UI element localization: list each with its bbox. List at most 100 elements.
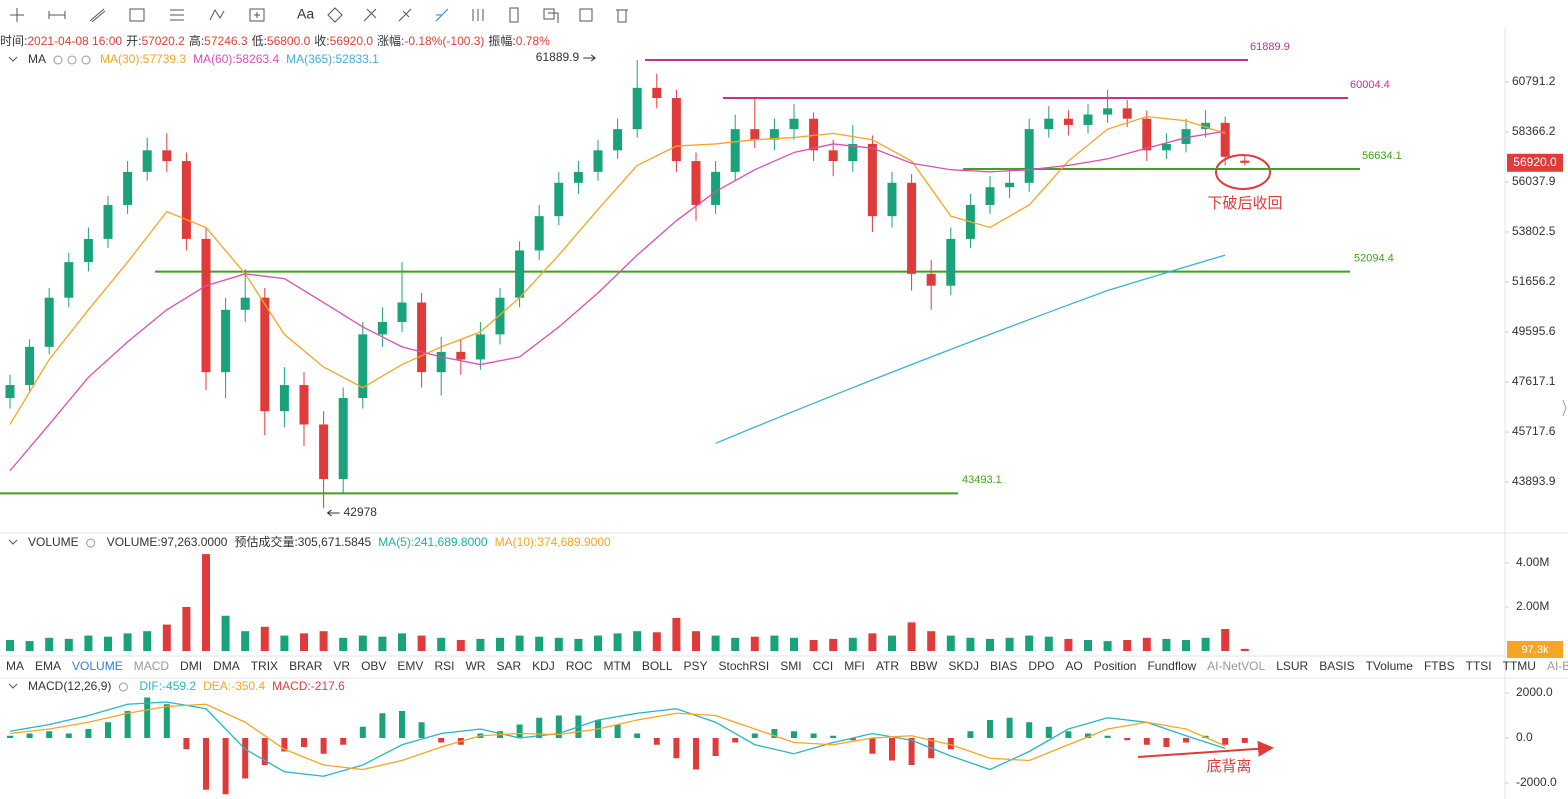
indicator-tab[interactable]: Position — [1094, 659, 1137, 673]
text-tool[interactable]: Aa — [297, 6, 314, 22]
macd-bar — [320, 737, 327, 754]
macd-bar — [46, 731, 53, 738]
panel-title: VOLUME — [28, 535, 79, 549]
indicator-tab[interactable]: AO — [1065, 659, 1082, 673]
indicator-tab[interactable]: BIAS — [990, 659, 1017, 673]
volume-tag — [1507, 641, 1563, 658]
indicator-tab[interactable]: LSUR — [1276, 659, 1308, 673]
indicator-tab[interactable]: BRAR — [289, 659, 323, 673]
toolbar-icon[interactable] — [10, 8, 24, 22]
indicator-tab[interactable]: KDJ — [532, 659, 555, 673]
toolbar-icon[interactable] — [472, 9, 484, 21]
indicator-tab[interactable]: DMI — [180, 659, 202, 673]
toolbar-icon[interactable] — [363, 8, 377, 22]
toolbar-icon[interactable] — [89, 8, 106, 23]
macd-bar — [85, 728, 92, 738]
indicator-tab[interactable]: EMA — [35, 659, 61, 673]
candle-body — [103, 204, 113, 239]
indicator-tab[interactable]: DPO — [1028, 659, 1054, 673]
indicator-tab[interactable]: ROC — [566, 659, 593, 673]
indicator-tab[interactable]: MACD — [134, 659, 170, 673]
toolbar-icon[interactable] — [398, 8, 412, 22]
legend-icon[interactable] — [118, 682, 128, 692]
macd-bar — [222, 737, 229, 795]
indicator-tab[interactable]: AI-NetVOL — [1207, 659, 1265, 673]
indicator-tab[interactable]: SKDJ — [948, 659, 979, 673]
indicator-tab[interactable]: CCI — [813, 659, 834, 673]
indicator-tab[interactable]: PSY — [684, 659, 708, 673]
macd-bar — [555, 715, 562, 738]
candle-body — [181, 161, 191, 239]
scroll-handle[interactable] — [1562, 399, 1567, 417]
volume-bar — [6, 639, 14, 651]
indicator-tab[interactable]: StochRSI — [719, 659, 770, 673]
y-tick-label: 51656.2 — [1512, 274, 1556, 288]
volume-bar — [672, 617, 681, 651]
indicator-tab[interactable]: VOLUME — [72, 659, 123, 673]
indicator-tab[interactable]: MFI — [844, 659, 865, 673]
toolbar-icon[interactable] — [509, 7, 519, 23]
toolbar-icon[interactable] — [579, 8, 593, 22]
collapse-icon[interactable] — [8, 683, 18, 689]
toolbar-icon[interactable] — [129, 8, 145, 22]
candle-body — [652, 87, 662, 99]
macd-bar — [791, 731, 797, 738]
indicator-tab[interactable]: BBW — [910, 659, 938, 673]
icon-shape — [435, 8, 449, 22]
legend-item: MA(30):57739.3 — [100, 52, 186, 66]
indicator-tab[interactable]: OBV — [361, 659, 386, 673]
legend-icon[interactable] — [53, 55, 63, 65]
candle-body — [1044, 118, 1054, 130]
candle-body — [946, 238, 956, 286]
indicator-tab[interactable]: EMV — [397, 659, 423, 673]
indicator-tab[interactable]: Fundflow — [1147, 659, 1196, 673]
indicator-tab[interactable]: BASIS — [1319, 659, 1354, 673]
collapse-icon[interactable] — [8, 539, 18, 545]
indicator-tab[interactable]: TRIX — [251, 659, 278, 673]
legend-item: MA(60):58263.4 — [193, 52, 279, 66]
legend-item: MACD:-217.6 — [272, 679, 345, 693]
marker-arrow — [583, 54, 597, 62]
volume-bar — [652, 632, 661, 651]
toolbar-icon[interactable] — [327, 7, 343, 23]
indicator-tab[interactable]: ATR — [876, 659, 899, 673]
toolbar-icon[interactable] — [616, 9, 628, 23]
volume-bar — [848, 637, 857, 651]
candle-body — [867, 143, 877, 217]
indicator-tab[interactable]: TTSI — [1466, 659, 1492, 673]
candle-body — [750, 129, 760, 140]
indicator-tab[interactable]: WR — [465, 659, 485, 673]
toolbar-icon[interactable] — [48, 11, 66, 19]
collapse-icon[interactable] — [8, 56, 18, 62]
indicator-tab[interactable]: SAR — [496, 659, 521, 673]
candle-body — [632, 87, 642, 130]
indicator-tab[interactable]: SMI — [780, 659, 801, 673]
legend-icon[interactable] — [67, 55, 77, 65]
volume-bar — [143, 631, 152, 651]
y-tick-label: 56037.9 — [1512, 174, 1556, 188]
legend-icon[interactable] — [81, 55, 91, 65]
indicator-tab[interactable]: FTBS — [1424, 659, 1455, 673]
macd-bar — [144, 697, 151, 738]
indicator-tab[interactable]: RSI — [434, 659, 454, 673]
indicator-tab[interactable]: MTM — [603, 659, 630, 673]
toolbar-icon[interactable] — [249, 8, 265, 22]
indicator-tab[interactable]: TTMU — [1503, 659, 1536, 673]
indicator-tab[interactable]: AI-BSI — [1547, 659, 1568, 673]
indicator-tab[interactable]: VR — [333, 659, 350, 673]
macd-bar — [1163, 737, 1170, 747]
ma-line — [9, 130, 1226, 472]
indicator-tab[interactable]: TVolume — [1366, 659, 1414, 673]
indicator-tab[interactable]: MA — [6, 659, 24, 673]
toolbar-icon[interactable] — [543, 8, 559, 23]
toolbar-icon[interactable] — [435, 8, 449, 22]
volume-bar — [868, 633, 877, 651]
legend-icon[interactable] — [86, 538, 96, 548]
candle-body — [1142, 118, 1152, 151]
info-label: 开: — [126, 34, 141, 48]
toolbar-icon[interactable] — [170, 9, 184, 21]
price-tag — [1507, 153, 1563, 172]
indicator-tab[interactable]: BOLL — [642, 659, 673, 673]
toolbar-icon[interactable] — [209, 8, 225, 21]
indicator-tab[interactable]: DMA — [213, 659, 240, 673]
